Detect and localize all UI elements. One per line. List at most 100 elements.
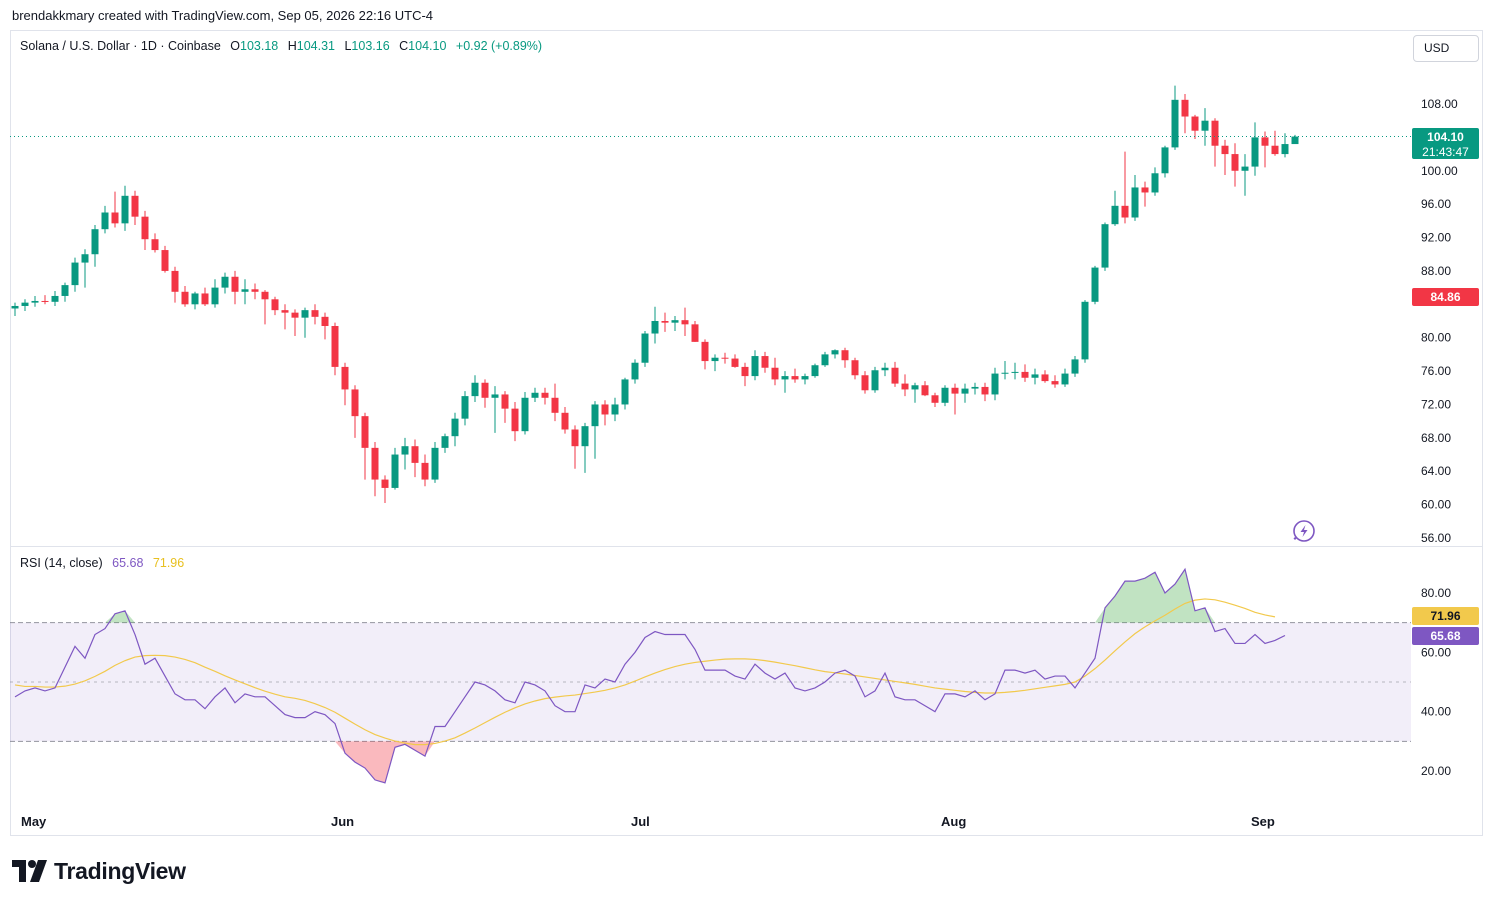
candle[interactable] (1161, 145, 1169, 178)
candle[interactable] (1251, 122, 1259, 176)
candle[interactable] (1011, 362, 1019, 380)
candle[interactable] (731, 354, 739, 368)
candle[interactable] (371, 442, 379, 497)
candle[interactable] (601, 400, 609, 426)
candle[interactable] (1131, 174, 1139, 221)
candle[interactable] (711, 354, 719, 372)
candle[interactable] (721, 352, 729, 364)
candle[interactable] (471, 375, 479, 402)
candle[interactable] (821, 351, 829, 367)
candle[interactable] (141, 210, 149, 251)
candle[interactable] (611, 397, 619, 422)
tradingview-logo[interactable]: TradingView (12, 856, 186, 886)
candle[interactable] (1241, 154, 1249, 196)
candle[interactable] (1141, 181, 1149, 207)
candle[interactable] (171, 266, 179, 303)
candle[interactable] (121, 185, 129, 231)
candle[interactable] (841, 347, 849, 368)
rsi-title[interactable]: RSI (14, close) (20, 556, 103, 570)
candle[interactable] (411, 439, 419, 478)
candle[interactable] (41, 295, 49, 305)
candle[interactable] (391, 447, 399, 490)
candle[interactable] (341, 362, 349, 406)
candle[interactable] (71, 257, 79, 292)
candle[interactable] (131, 190, 139, 226)
candle[interactable] (181, 285, 189, 307)
candle[interactable] (701, 339, 709, 370)
candle[interactable] (321, 312, 329, 340)
candle[interactable] (101, 205, 109, 234)
candle[interactable] (911, 382, 919, 403)
candle[interactable] (231, 270, 239, 305)
candle[interactable] (991, 367, 999, 401)
candle[interactable] (1191, 114, 1199, 140)
candle[interactable] (81, 249, 89, 288)
candle[interactable] (831, 349, 839, 359)
candle[interactable] (1171, 85, 1179, 150)
candle[interactable] (941, 385, 949, 407)
candle[interactable] (501, 391, 509, 423)
candle[interactable] (1201, 108, 1209, 146)
lightning-icon[interactable] (1293, 520, 1315, 542)
symbol-title[interactable]: Solana / U.S. Dollar · 1D · Coinbase (20, 39, 221, 53)
candle[interactable] (1061, 368, 1069, 387)
candle[interactable] (261, 290, 269, 325)
candle[interactable] (661, 312, 669, 332)
candle[interactable] (1031, 368, 1039, 385)
candle[interactable] (641, 331, 649, 367)
candle[interactable] (531, 387, 539, 402)
candle[interactable] (771, 357, 779, 386)
candle[interactable] (1001, 361, 1009, 380)
candle[interactable] (361, 412, 369, 480)
candle[interactable] (1071, 356, 1079, 377)
candle[interactable] (761, 351, 769, 373)
candle[interactable] (1051, 375, 1059, 388)
candle[interactable] (971, 382, 979, 395)
candle[interactable] (801, 373, 809, 385)
candle[interactable] (1231, 143, 1239, 187)
candle[interactable] (511, 401, 519, 442)
candle[interactable] (151, 233, 159, 253)
candle[interactable] (621, 377, 629, 410)
candle[interactable] (681, 307, 689, 337)
candle[interactable] (1091, 265, 1099, 305)
candle[interactable] (591, 401, 599, 459)
candle[interactable] (921, 381, 929, 397)
candle[interactable] (381, 475, 389, 503)
candle[interactable] (1181, 93, 1189, 134)
currency-button[interactable]: USD (1413, 35, 1479, 62)
candle[interactable] (201, 287, 209, 306)
candle[interactable] (861, 371, 869, 394)
candle[interactable] (1111, 190, 1119, 226)
candle[interactable] (741, 362, 749, 387)
candle[interactable] (221, 272, 229, 294)
candle[interactable] (1041, 370, 1049, 383)
candle[interactable] (1021, 364, 1029, 382)
candle[interactable] (931, 392, 939, 407)
candle[interactable] (251, 283, 259, 300)
candle[interactable] (811, 363, 819, 378)
candle[interactable] (31, 295, 39, 307)
candle[interactable] (521, 391, 529, 435)
candle[interactable] (1121, 151, 1129, 224)
candle[interactable] (401, 437, 409, 470)
candle[interactable] (461, 391, 469, 426)
candle[interactable] (631, 359, 639, 384)
candle[interactable] (691, 321, 699, 342)
candle[interactable] (571, 425, 579, 469)
candle[interactable] (301, 307, 309, 338)
candle[interactable] (21, 299, 29, 311)
candle[interactable] (291, 309, 299, 337)
candle[interactable] (1151, 167, 1159, 196)
candle[interactable] (441, 433, 449, 453)
candle[interactable] (581, 422, 589, 473)
candle[interactable] (1281, 133, 1289, 158)
candle[interactable] (351, 385, 359, 438)
candle[interactable] (111, 191, 119, 228)
candle[interactable] (781, 371, 789, 393)
candle[interactable] (421, 454, 429, 487)
candle[interactable] (1101, 222, 1109, 271)
candle[interactable] (1271, 130, 1279, 156)
candle[interactable] (481, 379, 489, 408)
candle[interactable] (61, 282, 69, 302)
